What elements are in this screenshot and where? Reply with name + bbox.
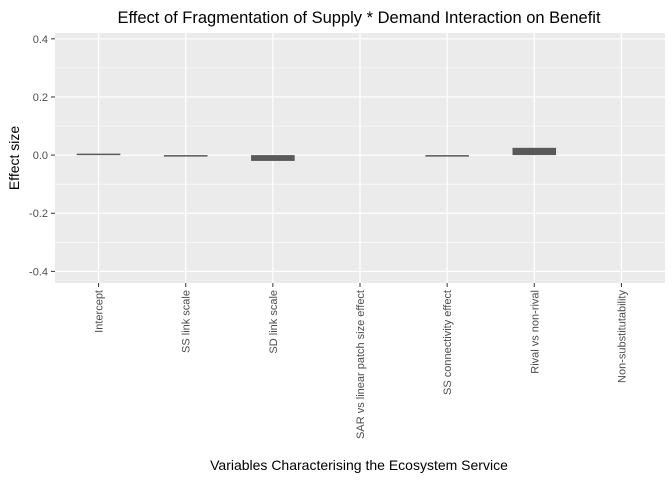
y-tick-label: 0.2 xyxy=(33,92,48,104)
x-tick-label: SS connectivity effect xyxy=(442,290,454,395)
y-tick-label: 0.4 xyxy=(33,34,48,46)
bar xyxy=(163,155,208,157)
chart-title: Effect of Fragmentation of Supply * Dema… xyxy=(117,9,600,27)
x-tick-label: Intercept xyxy=(94,290,106,333)
bar xyxy=(251,155,295,161)
bar xyxy=(76,153,121,156)
axis-layer: -0.4 -0.2 0.0 0.2 0.4 Intercept SS link scale S… xyxy=(29,34,628,439)
x-axis-title: Variables Characterising the Ecosystem S… xyxy=(210,457,508,473)
y-tick-label: -0.4 xyxy=(29,266,48,278)
x-tick-label: SAR vs linear patch size effect xyxy=(355,290,367,439)
x-tick-label: Non-substitutability xyxy=(616,290,628,383)
bar xyxy=(512,147,557,156)
y-tick-label: -0.2 xyxy=(29,208,48,220)
x-tick-label: SS link scale xyxy=(181,290,193,353)
bar-layer xyxy=(76,147,557,161)
y-axis-title: Effect size xyxy=(6,126,22,191)
bar xyxy=(425,155,469,157)
grid-layer xyxy=(55,33,665,283)
y-tick-label: 0.0 xyxy=(33,150,48,162)
x-tick-label: SD link scale xyxy=(268,290,280,354)
x-tick-label: Rival vs non-rival xyxy=(529,290,541,374)
